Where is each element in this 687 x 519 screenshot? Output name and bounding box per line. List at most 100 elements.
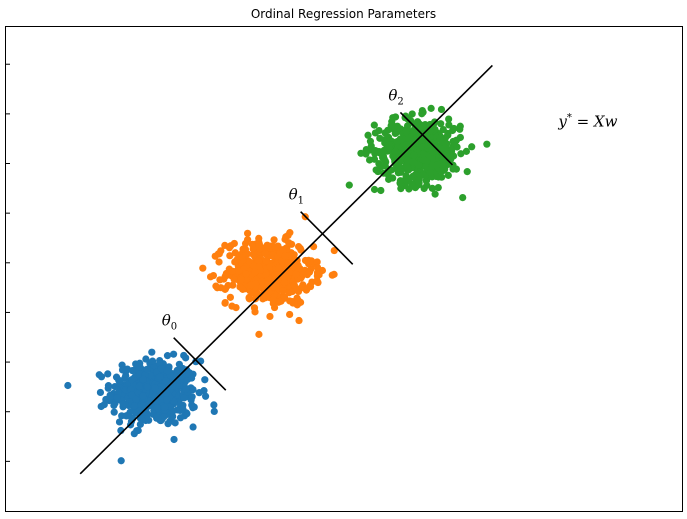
- scatter-point: [286, 310, 294, 319]
- scatter-point: [328, 271, 336, 279]
- scatter-point: [429, 148, 437, 156]
- scatter-point: [448, 126, 457, 135]
- scatter-point: [255, 240, 263, 248]
- scatter-point: [213, 284, 221, 292]
- scatter-point: [221, 299, 229, 307]
- scatter-point: [180, 394, 188, 402]
- scatter-point: [437, 105, 446, 114]
- scatter-point: [119, 400, 127, 408]
- scatter-point: [370, 185, 379, 194]
- scatter-point: [412, 123, 421, 131]
- scatter-point: [221, 285, 229, 293]
- scatter-point: [201, 376, 209, 384]
- scatter-point: [305, 268, 314, 276]
- scatter-point: [215, 250, 223, 258]
- scatter-point: [292, 270, 300, 278]
- scatter-point: [127, 376, 136, 384]
- scatter-point: [419, 171, 427, 179]
- scatter-point: [452, 165, 460, 173]
- scatter-point: [154, 414, 162, 422]
- scatter-point: [285, 268, 294, 276]
- scatter-point: [444, 171, 452, 179]
- scatter-point: [128, 367, 137, 375]
- scatter-point: [372, 166, 380, 174]
- y-axis-ticks: [6, 63, 10, 462]
- scatter-point: [148, 357, 157, 365]
- scatter-point: [190, 403, 198, 411]
- scatter-point: [313, 258, 321, 266]
- scatter-point: [249, 250, 257, 259]
- scatter-point: [463, 168, 471, 176]
- scatter-point: [457, 150, 465, 158]
- scatter-point: [104, 382, 113, 390]
- scatter-point: [436, 134, 444, 142]
- scatter-point: [139, 392, 147, 400]
- scatter-point: [195, 389, 203, 397]
- scatter-point: [285, 239, 293, 247]
- plot-area: [5, 26, 683, 512]
- scatter-point: [182, 354, 190, 362]
- scatter-point: [418, 106, 426, 115]
- scatter-point: [446, 150, 454, 158]
- scatter-point: [345, 181, 353, 189]
- scatter-point: [96, 388, 105, 397]
- scatter-point: [468, 143, 476, 151]
- scatter-point: [381, 157, 389, 165]
- scatter-point: [314, 263, 322, 272]
- scatter-point: [171, 419, 179, 427]
- scatter-point: [275, 275, 283, 284]
- scatter-point: [116, 377, 124, 385]
- scatter-point: [248, 240, 256, 248]
- scatter-point: [431, 190, 439, 198]
- scatter-point: [169, 350, 178, 358]
- scatter-point: [403, 124, 411, 133]
- scatter-point: [402, 112, 410, 120]
- scatter-point: [182, 385, 190, 394]
- scatter-point: [375, 159, 383, 168]
- scatter-point: [100, 400, 108, 409]
- scatter-point: [367, 142, 375, 150]
- scatter-point: [251, 268, 259, 276]
- scatter-point: [106, 392, 114, 401]
- scatter-point: [145, 416, 153, 424]
- scatter-point: [314, 278, 322, 287]
- scatter-point: [403, 141, 411, 149]
- scatter-point: [279, 247, 287, 255]
- scatter-point: [110, 401, 118, 410]
- scatter-point: [330, 246, 338, 255]
- scatter-point: [228, 267, 236, 275]
- scatter-point: [392, 165, 401, 173]
- scatter-point: [415, 161, 423, 169]
- scatter-point: [143, 365, 151, 373]
- scatter-point: [370, 155, 379, 163]
- scatter-point: [234, 267, 242, 275]
- scatter-point: [385, 175, 393, 183]
- scatter-point: [286, 297, 294, 305]
- scatter-point: [262, 257, 270, 265]
- scatter-point: [375, 126, 383, 135]
- scatter-point: [295, 316, 303, 325]
- scatter-point: [148, 348, 156, 356]
- scatter-point: [426, 168, 435, 177]
- scatter-point: [393, 128, 401, 136]
- scatter-point: [427, 104, 435, 112]
- scatter-point: [136, 370, 144, 378]
- scatter-point: [176, 414, 185, 422]
- scatter-point: [97, 373, 106, 381]
- scatter-point: [399, 135, 407, 143]
- scatter-point: [269, 296, 277, 304]
- scatter-point: [130, 430, 138, 438]
- scatter-point: [407, 117, 415, 125]
- scatter-point: [266, 312, 274, 321]
- scatter-point: [285, 289, 293, 297]
- scatter-point: [143, 383, 151, 391]
- scatter-point: [237, 275, 245, 284]
- scatter-point: [420, 156, 428, 164]
- scatter-point: [157, 365, 165, 373]
- threshold-label: θ2: [388, 86, 403, 107]
- scatter-point: [160, 413, 168, 421]
- scatter-point: [274, 264, 283, 272]
- scatter-point: [201, 392, 210, 400]
- scatter-point: [239, 285, 247, 293]
- scatter-point: [156, 373, 164, 381]
